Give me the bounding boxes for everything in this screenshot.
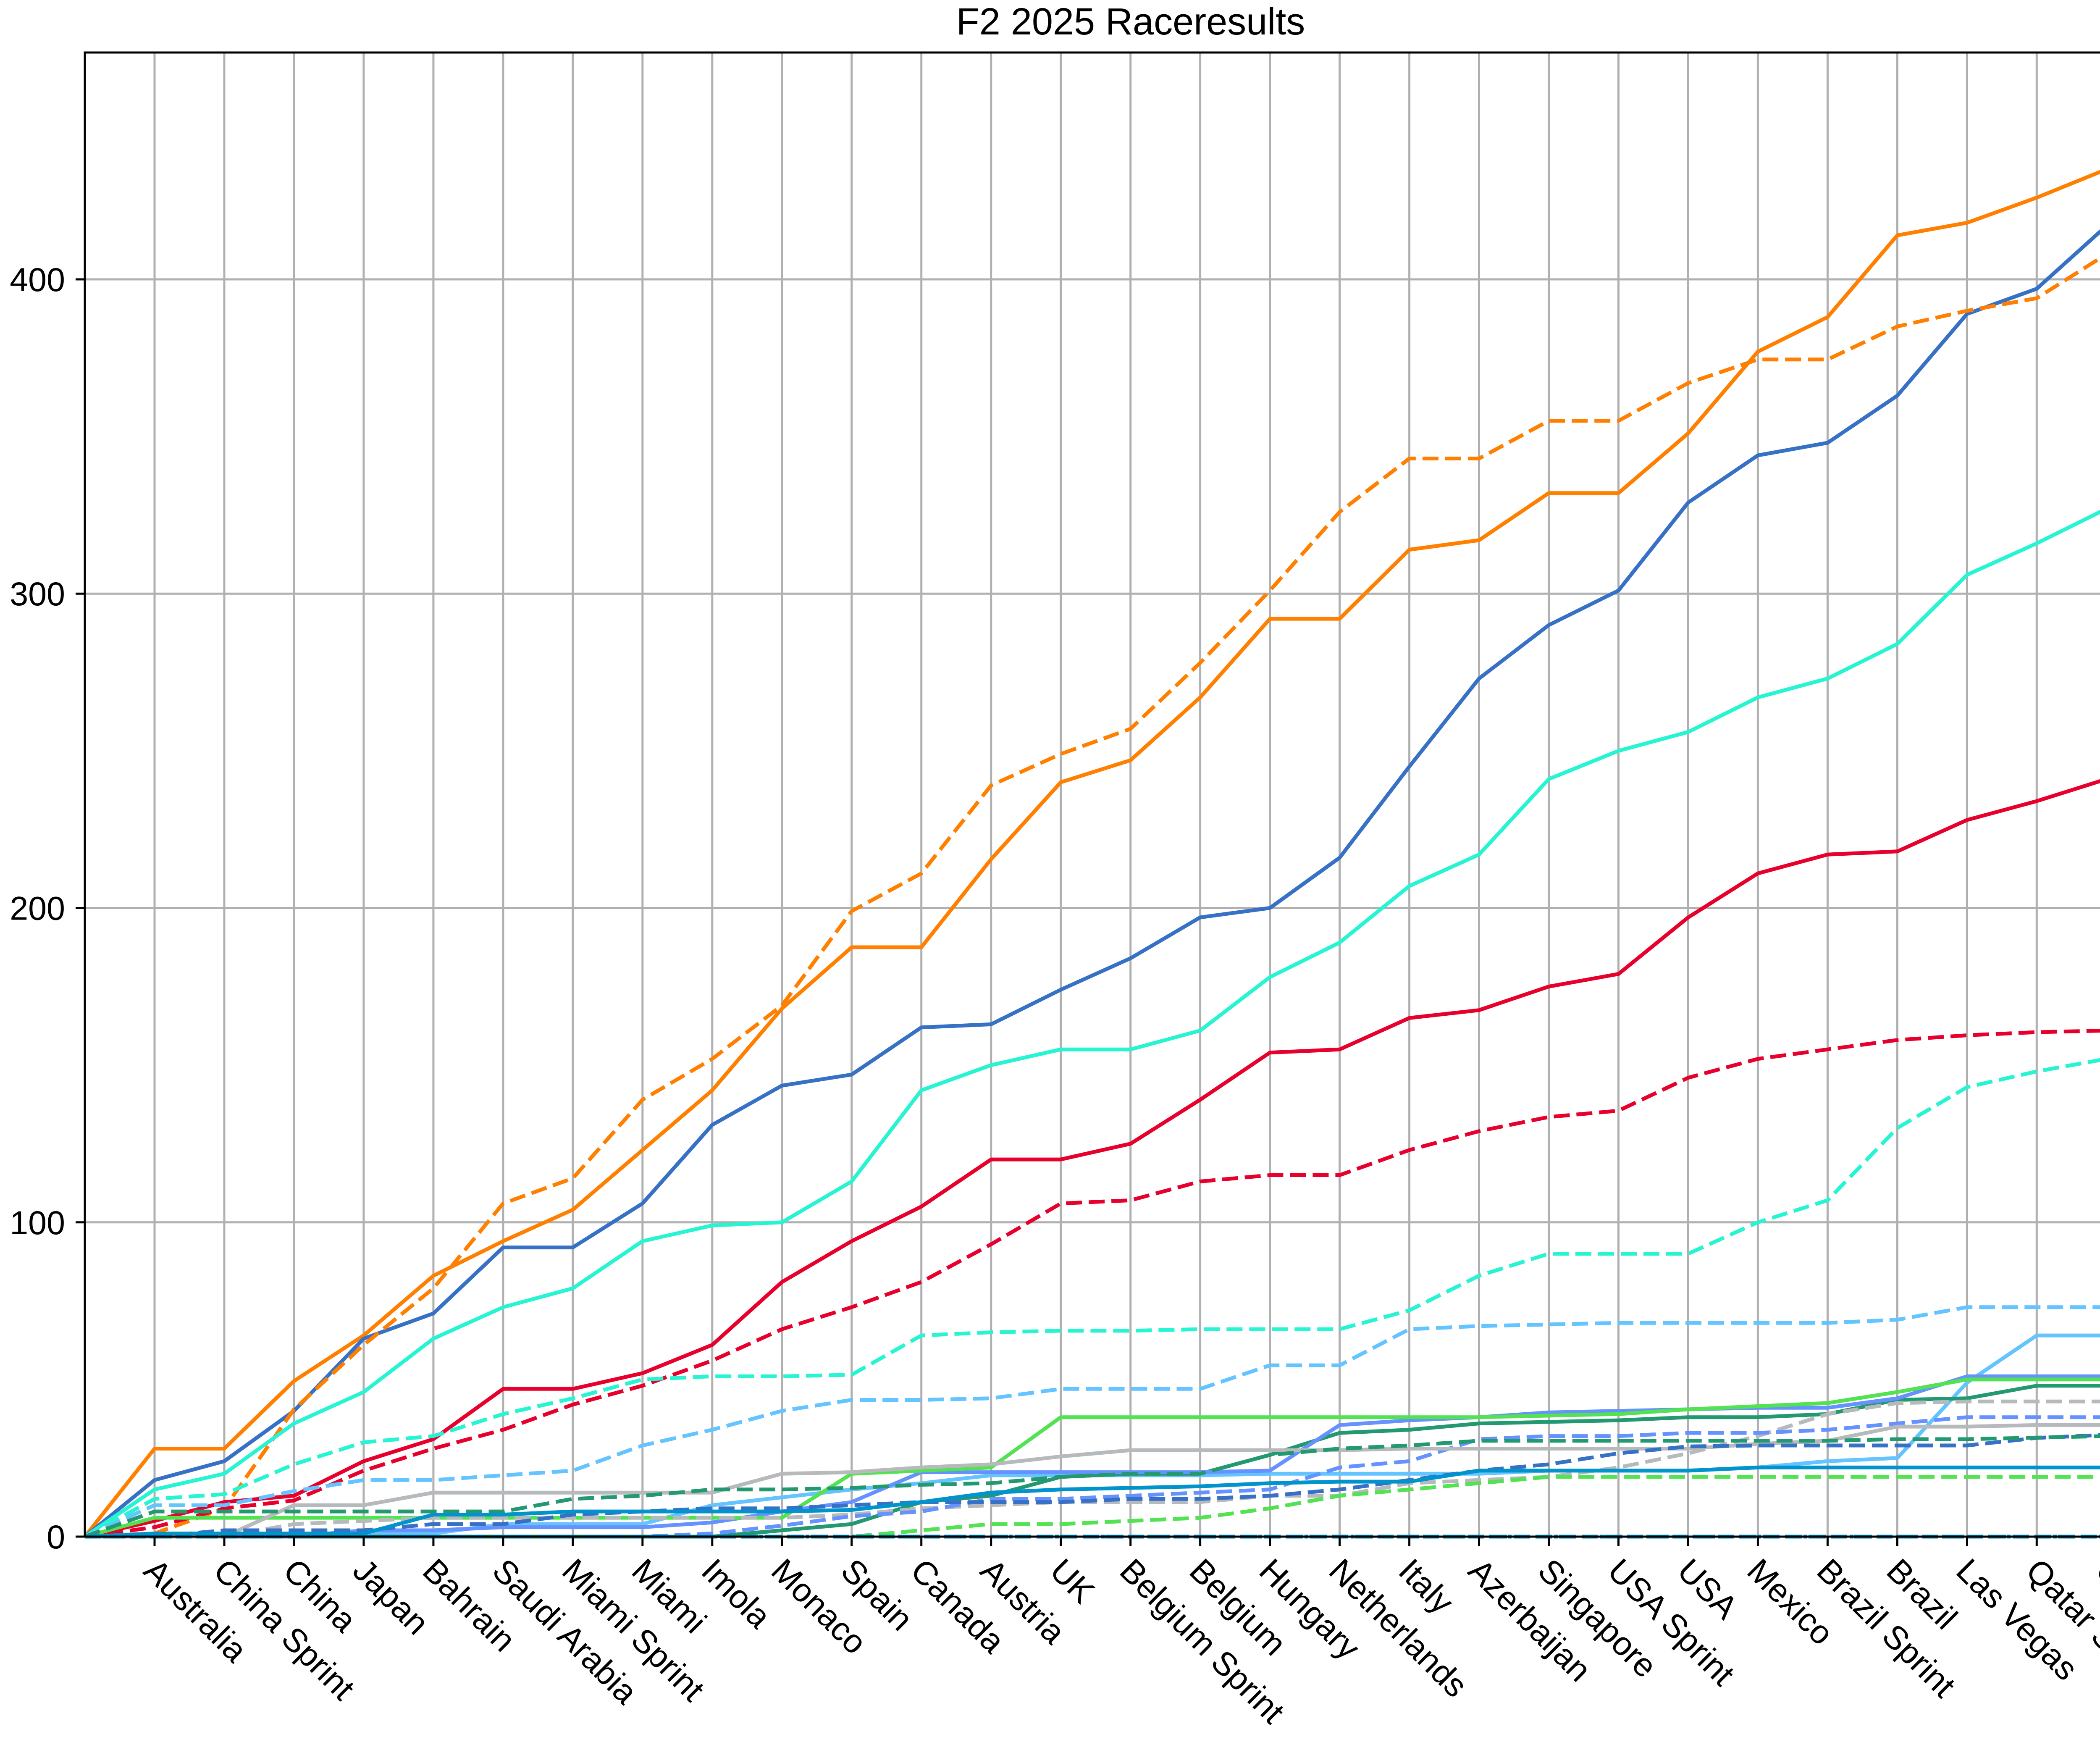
- svg-text:400: 400: [10, 261, 65, 298]
- svg-text:0: 0: [47, 1518, 65, 1556]
- svg-text:F2 2025 Raceresults: F2 2025 Raceresults: [956, 1, 1305, 43]
- svg-text:300: 300: [10, 575, 65, 612]
- svg-text:200: 200: [10, 890, 65, 927]
- svg-text:100: 100: [10, 1204, 65, 1241]
